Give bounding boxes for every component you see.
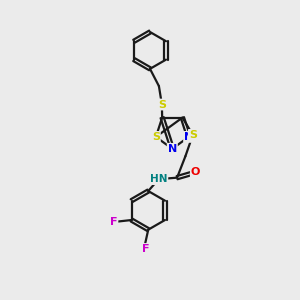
Text: N: N [168,144,177,154]
Text: HN: HN [150,174,167,184]
Text: S: S [152,132,160,142]
Text: F: F [142,244,149,254]
Text: S: S [189,130,197,140]
Text: F: F [110,217,117,226]
Text: N: N [184,132,193,142]
Text: O: O [191,167,200,177]
Text: S: S [158,100,166,110]
